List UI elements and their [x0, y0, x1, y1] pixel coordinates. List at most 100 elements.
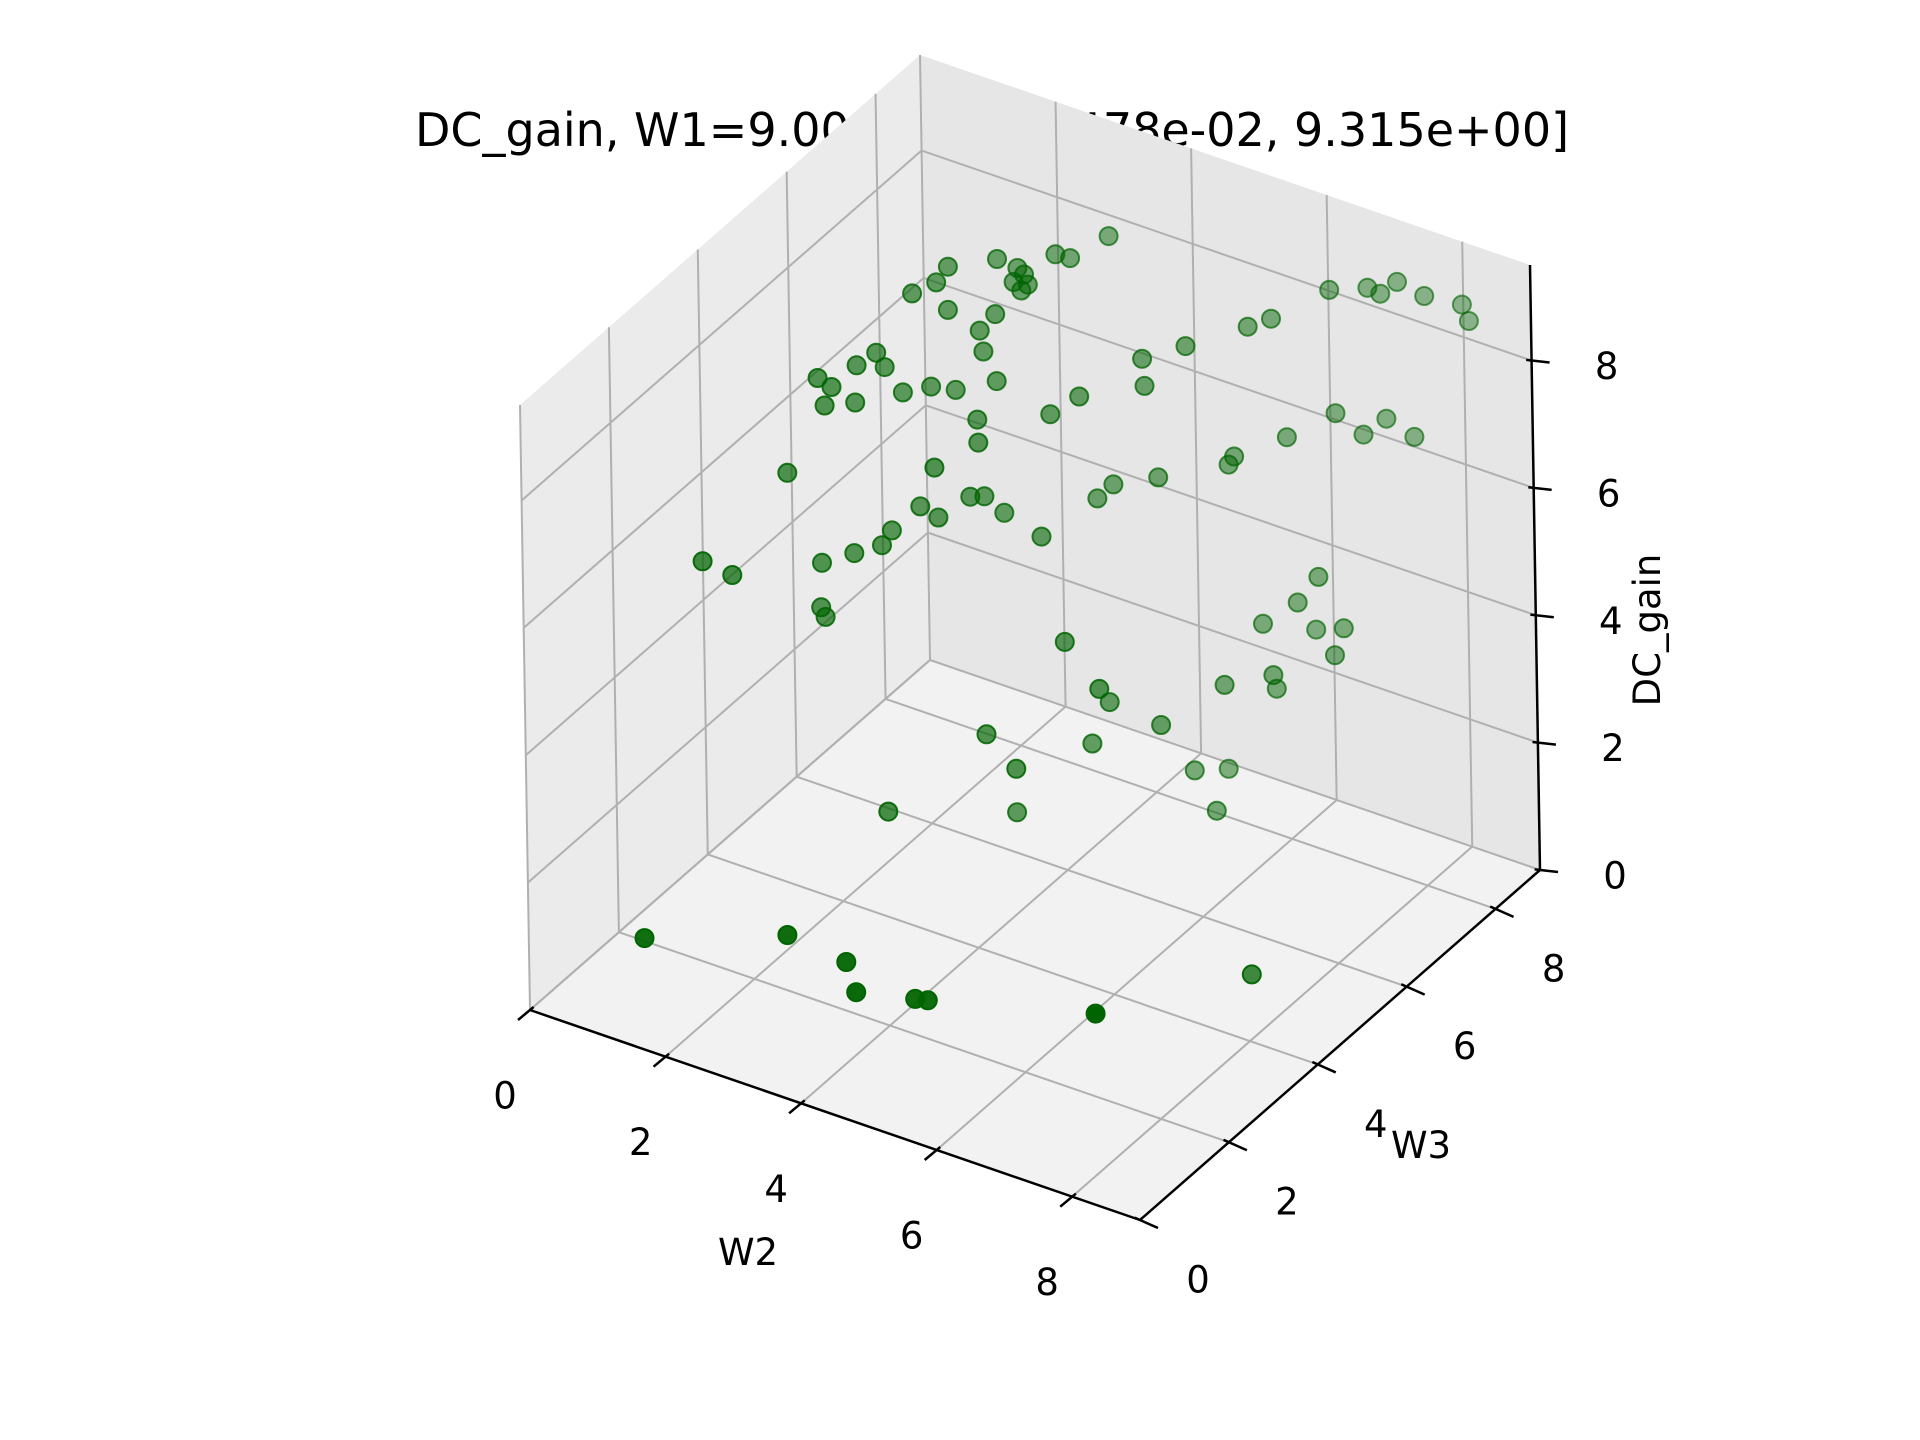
- data-point: [969, 320, 990, 341]
- data-point: [874, 357, 895, 378]
- grid-line-y-floor: [707, 853, 1319, 1066]
- data-point: [777, 462, 798, 483]
- data-point: [960, 486, 981, 507]
- axis-ticks: 0 2 4 6 8 0 2 4 6 8 0 2 4 6 8: [493, 345, 1627, 1304]
- y-tick-mark: [1134, 1216, 1159, 1230]
- data-point: [892, 382, 913, 403]
- x-tick-label: 2: [629, 1121, 653, 1164]
- data-point: [1006, 758, 1027, 779]
- axis-panes: [520, 55, 1540, 1220]
- y-tick-label: 0: [1186, 1259, 1210, 1302]
- grid-line-z-back: [921, 149, 1532, 362]
- grid-line-z-back: [925, 404, 1537, 617]
- z-tick-label: 8: [1595, 345, 1619, 388]
- data-point: [722, 565, 743, 585]
- x-tick-mark: [923, 1146, 942, 1161]
- grid-line-x-floor: [936, 799, 1338, 1151]
- data-point: [1237, 316, 1258, 337]
- z-axis-line: [1528, 264, 1542, 871]
- z-axis-label: DC_gain: [1626, 554, 1669, 707]
- x-tick-mark: [1059, 1192, 1077, 1208]
- data-point: [1241, 964, 1262, 985]
- y-tick-label: 6: [1453, 1025, 1477, 1068]
- data-point: [1184, 760, 1205, 781]
- data-point: [905, 988, 926, 1009]
- data-point: [836, 952, 857, 972]
- data-point: [926, 272, 947, 293]
- data-point: [634, 928, 655, 949]
- data-point: [1451, 294, 1472, 315]
- data-point: [878, 801, 899, 822]
- grid-line-x-back: [1190, 148, 1203, 754]
- y-tick-mark: [1311, 1060, 1337, 1074]
- z-tick-label: 0: [1603, 855, 1627, 898]
- data-point: [1089, 678, 1110, 699]
- grid-line-y-left: [607, 327, 620, 933]
- data-point: [1099, 692, 1120, 713]
- data-point: [994, 502, 1015, 523]
- data-point: [1151, 715, 1172, 735]
- data-point: [1333, 618, 1354, 639]
- grid-line-y-floor: [618, 931, 1230, 1144]
- data-point: [1308, 566, 1329, 587]
- grid-line-x-back: [919, 54, 931, 661]
- grid-line-z-left: [529, 659, 931, 1011]
- data-point: [1069, 386, 1090, 407]
- data-point: [1017, 274, 1038, 295]
- data-point: [1404, 426, 1425, 447]
- data-point: [976, 724, 997, 745]
- data-point: [1325, 403, 1346, 424]
- x-tick-mark: [788, 1099, 806, 1115]
- grid-line-x-back: [1054, 101, 1067, 707]
- z-tick-label: 4: [1599, 600, 1623, 643]
- grid-line-z-left: [523, 277, 925, 629]
- data-point: [1148, 467, 1169, 488]
- data-point: [921, 376, 942, 397]
- data-point: [1224, 446, 1245, 467]
- data-point: [1175, 336, 1196, 357]
- axis-lines: [529, 264, 1542, 1222]
- grid-line-y-left: [874, 93, 887, 699]
- y-tick-label: 2: [1275, 1181, 1299, 1224]
- grid-line-x-back: [1325, 194, 1338, 801]
- data-point: [814, 395, 835, 416]
- data-point: [1103, 474, 1124, 495]
- data-point: [1134, 375, 1155, 396]
- data-point: [1007, 802, 1028, 823]
- data-point: [1458, 311, 1479, 331]
- data-point: [967, 409, 988, 430]
- data-point: [902, 283, 923, 304]
- data-point: [1087, 488, 1108, 509]
- data-point: [1319, 279, 1340, 300]
- grid-line-y-left: [519, 404, 531, 1011]
- left-pane: [520, 55, 930, 1010]
- data-point: [1085, 1003, 1106, 1024]
- z-tick-mark: [1534, 868, 1559, 874]
- y-axis-label: W3: [1391, 1124, 1451, 1167]
- data-point: [821, 377, 842, 397]
- data-point: [1261, 308, 1281, 329]
- data-point: [987, 249, 1007, 269]
- data-point: [1414, 286, 1435, 306]
- x-tick-label: 6: [900, 1215, 924, 1258]
- data-point: [845, 392, 866, 413]
- data-point: [1325, 645, 1345, 666]
- data-point: [1387, 271, 1407, 292]
- data-point: [937, 299, 958, 320]
- data-point: [986, 371, 1007, 392]
- data-point: [1040, 404, 1061, 425]
- data-point: [807, 368, 828, 388]
- z-tick-mark: [1530, 613, 1554, 619]
- grid-line-y-floor: [796, 775, 1407, 988]
- data-point: [1276, 427, 1297, 448]
- data-point: [1306, 619, 1327, 640]
- data-point: [1287, 592, 1308, 613]
- data-point: [812, 552, 832, 573]
- y-tick-label: 8: [1542, 947, 1566, 990]
- data-point: [928, 507, 949, 528]
- data-point: [846, 355, 867, 376]
- y-tick-mark: [1222, 1138, 1248, 1152]
- y-axis-line: [1139, 869, 1541, 1221]
- floor-pane: [530, 660, 1540, 1220]
